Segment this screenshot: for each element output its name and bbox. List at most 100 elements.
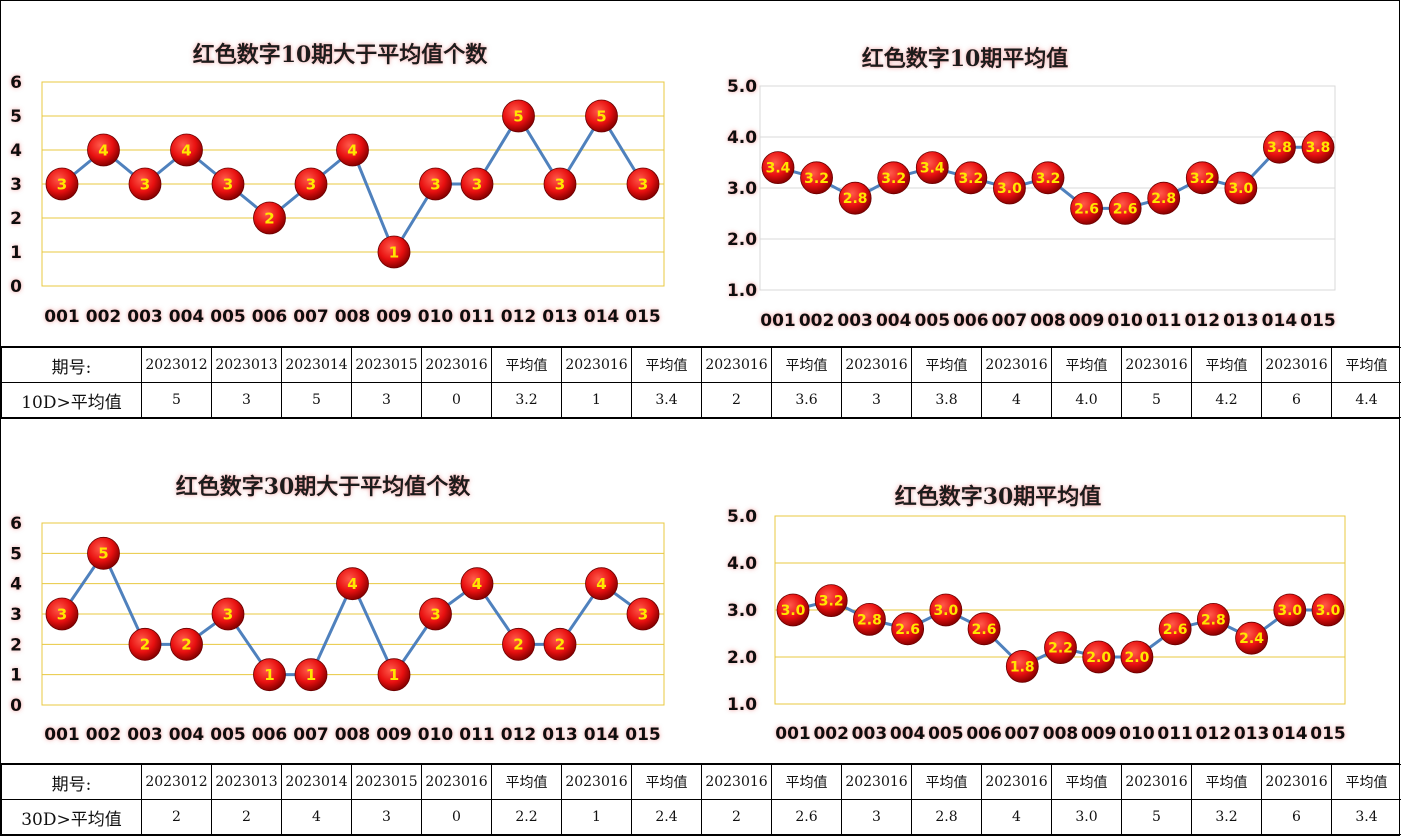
x-tick-label: 009 (376, 725, 412, 745)
data-label: 2 (513, 636, 523, 654)
y-tick-label: 5.0 (727, 507, 757, 527)
data-label: 2.8 (857, 612, 882, 628)
stat-table-10d: 期号: 2023012 2023013 2023014 2023015 2023016 平均… (1, 347, 1401, 418)
x-tick-label: 003 (127, 725, 163, 745)
chart-10-avg-svg: 红色数字10期平均值 1.0 2.0 3.0 4.0 5.0 3.4 3.2 2.8 3.2 3.4… (727, 46, 1336, 331)
data-point-marker (1120, 640, 1154, 674)
stat-table-30d: 期号: 2023012 2023013 2023014 2023015 2023016 平均… (1, 764, 1401, 835)
data-point-marker (1196, 602, 1230, 636)
x-tick-label: 014 (584, 725, 620, 745)
data-label: 3.0 (781, 603, 806, 619)
data-label: 4 (181, 141, 191, 159)
table-cell: 3 (841, 382, 912, 418)
table-cell: 5 (1121, 382, 1192, 418)
row-label-cell: 期号: (1, 347, 142, 383)
x-tick-label: 007 (293, 307, 329, 327)
y-tick-label: 5 (10, 107, 22, 127)
x-tick-label: 013 (1223, 311, 1259, 331)
data-point-marker (626, 167, 660, 201)
chart-30-avg: 红色数字30期平均值 1.0 2.0 3.0 4.0 5.0 3.0 3.2 2.8 2.6 3.0… (700, 470, 1400, 750)
data-point-marker (294, 167, 328, 201)
y-tick-label: 2 (10, 209, 22, 229)
table-cell: 平均值 (1331, 347, 1401, 383)
row-label-cell: 期号: (1, 764, 142, 800)
data-label: 5 (513, 107, 523, 125)
data-point-marker (1158, 612, 1192, 646)
table-cell: 3.0 (1051, 799, 1122, 835)
data-point-marker (915, 151, 949, 185)
y-tick-label: 1 (10, 666, 22, 686)
chart-title: 红色数字30期平均值 (895, 484, 1102, 510)
data-label: 3.0 (933, 603, 958, 619)
y-tick-label: 3.0 (727, 179, 757, 199)
data-label: 3.0 (1228, 181, 1253, 197)
table-cell: 6 (1261, 382, 1332, 418)
data-point-marker (776, 593, 810, 627)
y-tick-label: 2 (10, 635, 22, 655)
table-cell: 2 (141, 799, 212, 835)
data-point-marker (128, 627, 162, 661)
data-label: 2.6 (895, 622, 920, 638)
x-tick-label: 008 (335, 725, 371, 745)
x-tick-label: 007 (992, 311, 1028, 331)
data-point-marker (211, 167, 245, 201)
table-cell: 3 (351, 799, 422, 835)
x-tick-label: 015 (625, 725, 661, 745)
table-cell: 2 (701, 799, 772, 835)
data-point-marker (814, 584, 848, 618)
x-tick-label: 004 (169, 725, 205, 745)
table-header-row: 期号: 2023012 2023013 2023014 2023015 2023016 平均… (1, 347, 1401, 383)
data-point-marker (929, 593, 963, 627)
data-point-marker (419, 167, 452, 201)
data-label: 2.8 (843, 191, 868, 207)
data-label: 2.6 (1163, 622, 1188, 638)
x-tick-label: 004 (890, 724, 926, 744)
data-label: 1 (306, 666, 316, 684)
chart-title: 红色数字30期大于平均值个数 (176, 474, 472, 500)
table-cell: 2023016 (561, 764, 632, 800)
data-point-marker (543, 167, 577, 201)
y-tick-label: 5.0 (727, 77, 757, 97)
y-tick-label: 4 (10, 141, 22, 161)
data-label: 3 (555, 175, 565, 193)
data-point-marker (87, 133, 120, 167)
data-label: 2.2 (1048, 641, 1073, 657)
x-tick-label: 003 (127, 307, 163, 327)
x-tick-label: 006 (953, 311, 989, 331)
table-cell: 平均值 (1191, 347, 1262, 383)
table-cell: 2.6 (771, 799, 842, 835)
x-tick-label: 006 (252, 307, 288, 327)
table-cell: 5 (141, 382, 212, 418)
data-label: 2.6 (1113, 201, 1138, 217)
table-cell: 2023016 (841, 347, 912, 383)
table-cell: 5 (1121, 799, 1192, 835)
x-tick-label: 012 (501, 307, 537, 327)
data-label: 2.8 (1201, 612, 1226, 628)
table-cell: 平均值 (771, 764, 842, 800)
y-tick-label: 6 (10, 73, 22, 93)
table-cell: 2023016 (1261, 347, 1332, 383)
data-label: 3.0 (1277, 603, 1302, 619)
data-label: 4 (98, 141, 108, 159)
data-point-marker (1044, 631, 1077, 665)
table-cell: 2023016 (1261, 764, 1332, 800)
data-label: 1 (389, 243, 399, 261)
table-row: 30D>平均值 2 2 4 3 0 2.2 1 2.4 2 2.6 3 2.8 4 3.0 5 3.2 6 3.4 (1, 799, 1401, 835)
table-cell: 平均值 (491, 764, 562, 800)
x-tick-label: 011 (1157, 724, 1193, 744)
x-tick-label: 011 (459, 307, 495, 327)
table-cell: 0 (421, 799, 492, 835)
y-tick-label: 2.0 (727, 230, 757, 250)
chart-30-avg-svg: 红色数字30期平均值 1.0 2.0 3.0 4.0 5.0 3.0 3.2 2.8 2.6 3.0… (727, 484, 1346, 744)
data-point-marker (294, 658, 328, 692)
x-tick-label: 015 (1310, 724, 1346, 744)
y-tick-label: 0 (10, 696, 22, 716)
table-cell: 3 (841, 799, 912, 835)
data-point-marker (87, 536, 120, 570)
x-tick-label: 014 (584, 307, 620, 327)
x-tick-label: 013 (1234, 724, 1270, 744)
data-point-marker (45, 167, 79, 201)
x-tick-label: 005 (210, 307, 246, 327)
x-tick-label: 002 (86, 725, 122, 745)
